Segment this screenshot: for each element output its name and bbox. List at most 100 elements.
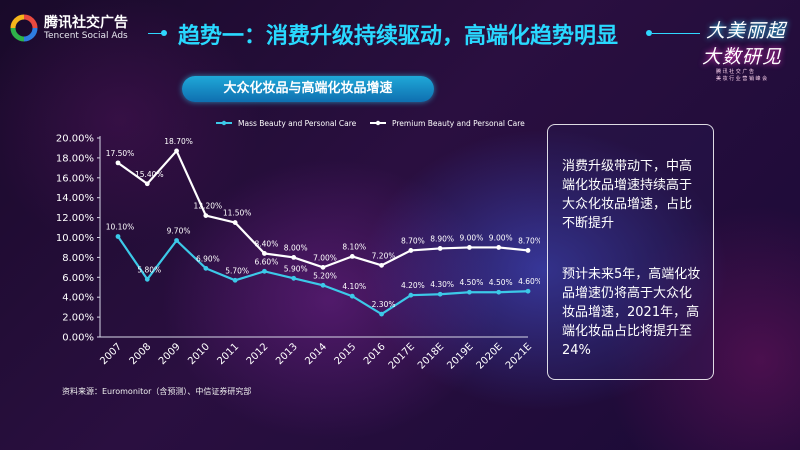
data-label: 6.60% [255,257,279,266]
source-note: 资料来源：Euromonitor（含预测）、中信证券研究部 [62,387,252,396]
brand: 腾讯社交广告 Tencent Social Ads [6,12,146,44]
data-label: 4.20% [401,281,425,290]
data-point [262,268,267,274]
data-point [467,245,472,250]
brand-name-en: Tencent Social Ads [44,31,128,41]
tencent-logo-icon [10,14,38,42]
brand-name-cn: 腾讯社交广告 [44,15,128,31]
data-point [437,291,443,297]
title-divider-right [652,33,700,34]
data-label: 5.90% [284,264,308,273]
chart-title: 大众化妆品与高端化妆品增速 [182,76,434,102]
data-label: 8.40% [255,239,279,248]
x-tick-label: 2021E [504,341,534,371]
data-point [496,245,502,250]
x-tick-label: 2011 [215,341,241,367]
data-label: 4.10% [342,282,366,291]
x-tick-label: 2007 [98,341,124,367]
data-point [291,255,297,260]
data-label: 10.10% [106,223,135,232]
data-label: 4.50% [460,278,484,287]
title-dot-right [646,30,652,36]
data-point [320,282,326,288]
data-label: 9.00% [460,233,484,242]
y-tick-label: 6.00% [62,273,94,284]
data-point [115,234,121,239]
data-label: 8.00% [284,243,308,252]
y-tick-label: 8.00% [62,253,94,264]
data-point [496,289,502,295]
data-label: 18.70% [164,137,193,146]
y-tick-label: 2.00% [62,313,94,324]
x-tick-label: 2019E [445,341,475,371]
y-tick-label: 12.00% [56,213,94,224]
data-point [262,251,267,256]
data-point [232,277,238,283]
data-label: 17.50% [106,149,135,158]
data-point [320,264,326,270]
y-tick-label: 0.00% [62,333,94,344]
data-label: 11.50% [223,209,252,218]
page-title: 趋势一：消费升级持续驱动，高端化趋势明显 [178,24,619,49]
y-tick-label: 10.00% [56,233,94,244]
note-paragraph-1: 消费升级带动下，中高端化妆品增速持续高于大众化妆品增速，占比不断提升 [562,159,693,231]
x-tick-label: 2012 [245,341,271,367]
data-label: 4.60% [518,277,540,286]
data-point [379,262,384,268]
x-tick-label: 2009 [157,341,183,367]
data-label: 5.20% [313,271,337,280]
x-tick-label: 2018E [416,341,446,371]
notes-panel: 消费升级带动下，中高端化妆品增速持续高于大众化妆品增速，占比不断提升 预计未来5… [547,124,714,380]
data-label: 8.90% [430,234,454,243]
data-label: 8.70% [401,236,425,245]
y-tick-label: 4.00% [62,293,94,304]
event-logo-line1: 大美丽超 [706,20,787,42]
x-tick-label: 2016 [362,341,388,367]
data-point [203,213,209,219]
data-point [349,254,355,259]
event-logo-line2: 大数研见 [702,46,783,68]
data-label: 5.70% [225,266,249,275]
data-label: 7.00% [313,253,337,262]
data-point [525,288,531,294]
x-tick-label: 2013 [274,341,300,367]
x-tick-label: 2014 [303,341,329,367]
data-label: 12.20% [194,202,223,211]
x-tick-label: 2015 [333,341,359,367]
data-label: 4.50% [489,278,513,287]
data-point [408,248,414,253]
y-tick-label: 18.00% [56,153,94,164]
data-point [174,238,179,243]
x-tick-label: 2008 [128,341,154,367]
data-label: 9.00% [489,233,513,242]
data-point [467,289,472,295]
y-tick-label: 14.00% [56,193,94,204]
data-label: 8.70% [518,236,540,245]
y-tick-label: 20.00% [56,134,94,145]
data-point [437,246,443,251]
data-label: 15.40% [135,170,164,179]
data-point [525,248,531,253]
data-point [174,148,179,154]
data-point [349,293,355,299]
x-tick-label: 2010 [186,341,212,367]
series-line [117,148,529,269]
data-point [115,160,121,166]
legend-marker [375,120,381,126]
event-logo-line3: 腾 讯 社 交 广 告 [716,69,754,75]
data-label: 4.30% [430,280,454,289]
line-chart: 0.00% 2.00% 4.00% 6.00% 8.00% 10.00% 12.00% 14.… [56,119,540,372]
y-tick-label: 16.00% [56,173,94,184]
data-point [144,276,150,282]
event-logo: 大美丽超 大数研见 腾 讯 社 交 广 告 美 妆 行 业 营 销 峰 会 [698,12,792,90]
title-divider-left [148,33,162,34]
data-point [291,275,297,281]
legend-label: Mass Beauty and Personal Care [238,119,357,128]
data-point [203,265,209,271]
data-point [144,181,150,187]
data-point [232,220,238,225]
title-dot-left [161,30,167,36]
data-label: 5.80% [137,265,161,274]
data-point [379,311,384,317]
note-paragraph-2: 预计未来5年，高端化妆品增速仍将高于大众化妆品增速，2021年，高端化妆品占比将… [562,267,701,358]
